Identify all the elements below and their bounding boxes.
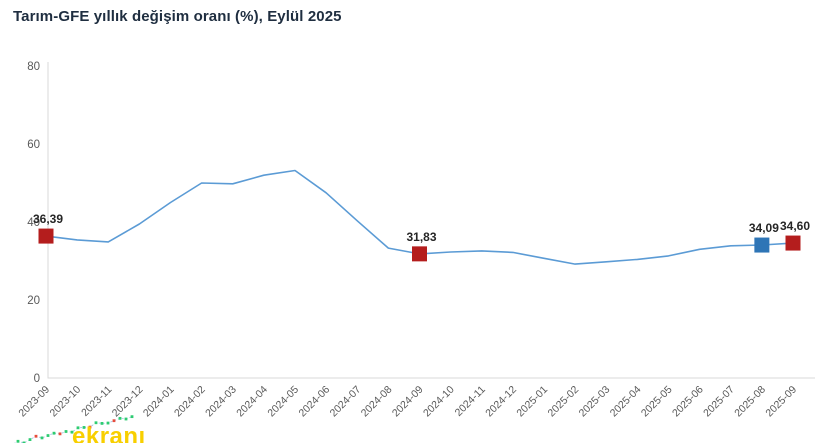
data-point-marker: [754, 237, 770, 253]
x-tick-label: 2025-09: [763, 384, 799, 420]
x-tick-label: 2023-11: [79, 384, 114, 419]
data-point-marker: [412, 246, 427, 262]
x-tick-label: 2024-07: [328, 384, 364, 420]
x-tick-label: 2025-08: [732, 384, 768, 420]
data-point-label: 34,09: [749, 221, 779, 235]
x-tick-label: 2024-05: [265, 384, 301, 420]
x-tick-label: 2023-09: [16, 384, 52, 420]
y-tick-label: 60: [27, 139, 40, 151]
x-tick-label: 2025-01: [514, 384, 550, 420]
x-tick-label: 2025-04: [608, 384, 644, 420]
x-tick-label: 2024-11: [453, 384, 488, 419]
axis-lines: [47, 62, 815, 379]
x-tick-label: 2024-08: [359, 384, 395, 420]
x-tick-label: 2025-05: [639, 384, 675, 420]
x-tick-label: 2024-09: [390, 384, 426, 420]
data-point-label: 34,60: [780, 219, 810, 233]
x-tick-label: 2024-06: [297, 384, 333, 420]
x-tick-label: 2024-10: [421, 384, 457, 420]
y-tick-label: 80: [27, 61, 40, 73]
data-point-marker: [785, 235, 801, 251]
y-tick-label: 40: [27, 217, 40, 229]
x-tick-label: 2024-02: [172, 384, 208, 420]
y-tick-label: 0: [34, 373, 40, 385]
x-tick-label: 2024-12: [483, 384, 519, 420]
data-point-label: 31,83: [406, 230, 436, 244]
x-tick-label: 2024-04: [234, 384, 270, 420]
x-tick-label: 2025-02: [546, 384, 582, 420]
x-tick-label: 2025-03: [577, 384, 613, 420]
data-point-label: 36,39: [33, 212, 63, 226]
x-tick-label: 2025-07: [701, 384, 737, 420]
y-tick-label: 20: [27, 295, 40, 307]
x-tick-label: 2025-06: [670, 384, 706, 420]
x-tick-label: 2023-12: [110, 384, 146, 420]
chart-title: Tarım-GFE yıllık değişim oranı (%), Eylü…: [13, 8, 342, 25]
data-point-marker: [38, 228, 54, 244]
x-tick-label: 2024-03: [203, 384, 239, 420]
x-tick-label: 2023-10: [48, 384, 84, 420]
x-tick-label: 2024-01: [141, 384, 177, 420]
